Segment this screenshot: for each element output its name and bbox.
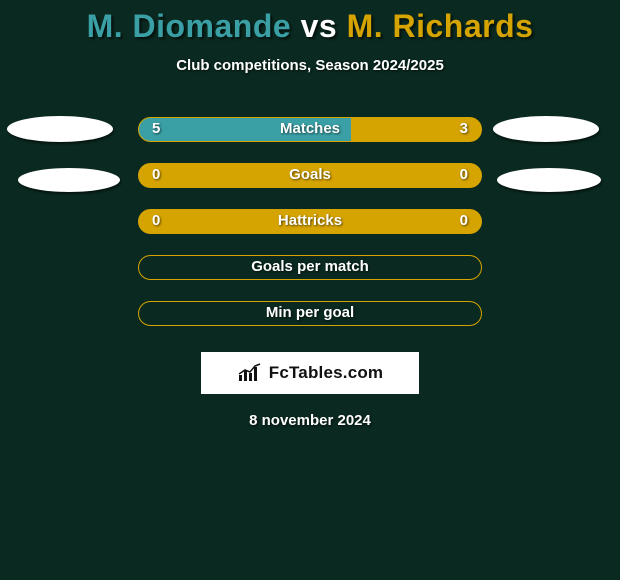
stat-label: Hattricks — [139, 212, 481, 229]
stat-row: Goals per match — [0, 254, 620, 300]
decorative-ellipse — [18, 168, 120, 192]
stat-label: Goals — [139, 166, 481, 183]
stat-pill: Min per goal — [138, 301, 482, 326]
stat-pill: 5Matches3 — [138, 117, 482, 142]
badge-text: FcTables.com — [269, 363, 384, 383]
page-title: M. Diomande vs M. Richards — [0, 0, 620, 45]
stat-pill: 0Hattricks0 — [138, 209, 482, 234]
decorative-ellipse — [497, 168, 601, 192]
stat-rows: 5Matches30Goals00Hattricks0Goals per mat… — [0, 116, 620, 346]
stat-right-value: 0 — [460, 212, 468, 229]
badge-container: FcTables.com — [0, 352, 620, 394]
stat-label: Min per goal — [139, 304, 481, 321]
fctables-badge: FcTables.com — [201, 352, 419, 394]
stat-label: Matches — [139, 120, 481, 137]
barchart-icon — [237, 363, 263, 383]
decorative-ellipse — [7, 116, 113, 142]
stat-right-value: 0 — [460, 166, 468, 183]
stat-right-value: 3 — [460, 120, 468, 137]
title-mid: vs — [291, 8, 346, 44]
title-right: M. Richards — [347, 8, 534, 44]
subtitle: Club competitions, Season 2024/2025 — [0, 57, 620, 74]
date-text: 8 november 2024 — [0, 412, 620, 429]
decorative-ellipse — [493, 116, 599, 142]
stat-row: Min per goal — [0, 300, 620, 346]
stat-pill: 0Goals0 — [138, 163, 482, 188]
stat-label: Goals per match — [139, 258, 481, 275]
title-left: M. Diomande — [87, 8, 292, 44]
stat-pill: Goals per match — [138, 255, 482, 280]
stat-row: 0Hattricks0 — [0, 208, 620, 254]
